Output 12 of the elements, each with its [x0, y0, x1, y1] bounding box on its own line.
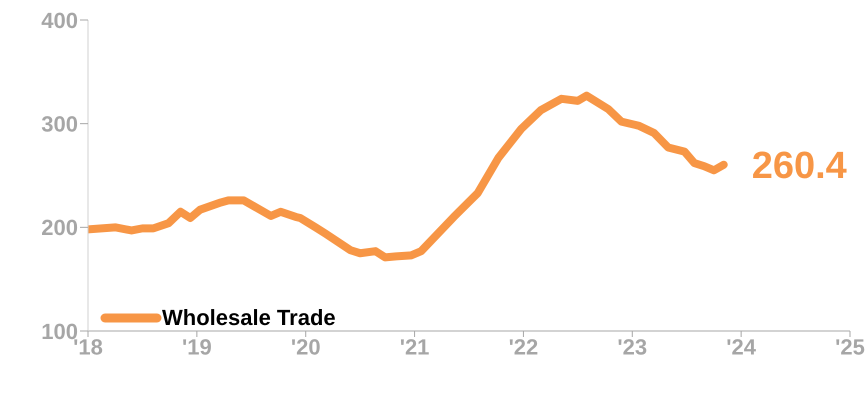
annotation: 260.4 [752, 145, 847, 188]
x-tick-label: '23 [617, 334, 648, 360]
legend-label: Wholesale Trade [162, 305, 336, 331]
x-tick-label: '20 [290, 334, 321, 360]
y-tick-label: 300 [41, 111, 78, 136]
x-tick-label: '19 [182, 334, 212, 360]
x-tick-label: '21 [400, 334, 430, 360]
x-tick-label: '25 [835, 334, 865, 360]
y-tick-label: 200 [41, 215, 78, 240]
x-tick-label: '24 [726, 334, 757, 360]
y-tick-label: 400 [41, 8, 78, 33]
x-tick-label: '22 [508, 334, 538, 360]
